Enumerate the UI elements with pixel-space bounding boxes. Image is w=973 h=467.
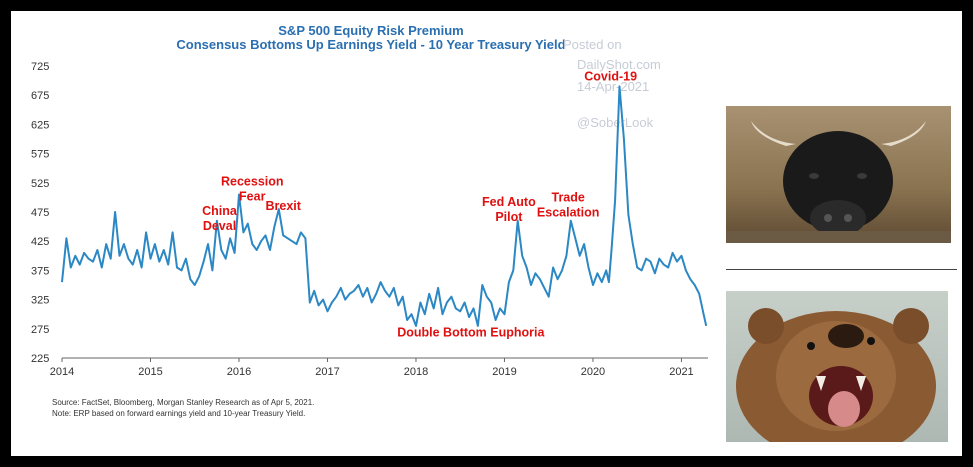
source-note-2: Note: ERP based on forward earnings yiel… [52,409,305,418]
annotation-label: Fed Auto Pilot [482,195,536,224]
bull-photo [726,106,951,243]
y-tick-label: 725 [31,61,49,73]
equity-risk-premium-chart: S&P 500 Equity Risk Premium Consensus Bo… [31,23,708,418]
bear-photo [726,291,948,442]
bear-illustration [736,308,936,442]
x-tick-label: 2021 [669,366,693,378]
annotation-label: Recession Fear [221,175,284,204]
chart-title: S&P 500 Equity Risk Premium [278,23,463,38]
y-tick-label: 575 [31,149,49,161]
x-tick-label: 2017 [315,366,339,378]
y-tick-label: 475 [31,207,49,219]
annotation-label: Covid-19 [584,70,637,84]
watermark-line-3: 14-Apr-2021 [577,79,649,94]
annotation-label: China Deval [202,204,238,233]
x-tick-label: 2014 [50,366,74,378]
watermark: Posted on DailyShot.com 14-Apr-2021 @Sob… [563,37,661,130]
bull-illustration [726,121,951,243]
x-tick-label: 2016 [227,366,251,378]
y-tick-label: 425 [31,236,49,248]
x-tick-label: 2015 [138,366,162,378]
y-tick-label: 225 [31,353,49,365]
y-tick-label: 625 [31,119,49,131]
y-tick-label: 675 [31,90,49,102]
y-tick-label: 375 [31,265,49,277]
annotation-label: Double Bottom Euphoria [397,325,545,339]
annotation-label: Trade Escalation [537,190,600,219]
y-tick-label: 275 [31,324,49,336]
watermark-line-1: Posted on [563,37,622,52]
annotation-label: Brexit [266,199,302,213]
x-tick-label: 2018 [404,366,428,378]
y-tick-label: 525 [31,178,49,190]
watermark-line-4: @SoberLook [577,115,654,130]
watermark-line-2: DailyShot.com [577,57,661,72]
series-group [61,85,708,327]
x-tick-label: 2019 [492,366,516,378]
y-tick-label: 325 [31,295,49,307]
chart-subtitle: Consensus Bottoms Up Earnings Yield - 10… [176,37,565,52]
x-axis-ticks: 2014 2015 2016 2017 2018 2019 2020 2021 [50,358,694,378]
source-note-1: Source: FactSet, Bloomberg, Morgan Stanl… [52,398,314,407]
image-divider [726,269,957,270]
y-axis-ticks: 725 675 625 575 525 475 425 375 325 275 225 [31,61,49,365]
x-tick-label: 2020 [581,366,605,378]
figure-panel: S&P 500 Equity Risk Premium Consensus Bo… [11,11,962,456]
erp-series-line [61,85,708,327]
